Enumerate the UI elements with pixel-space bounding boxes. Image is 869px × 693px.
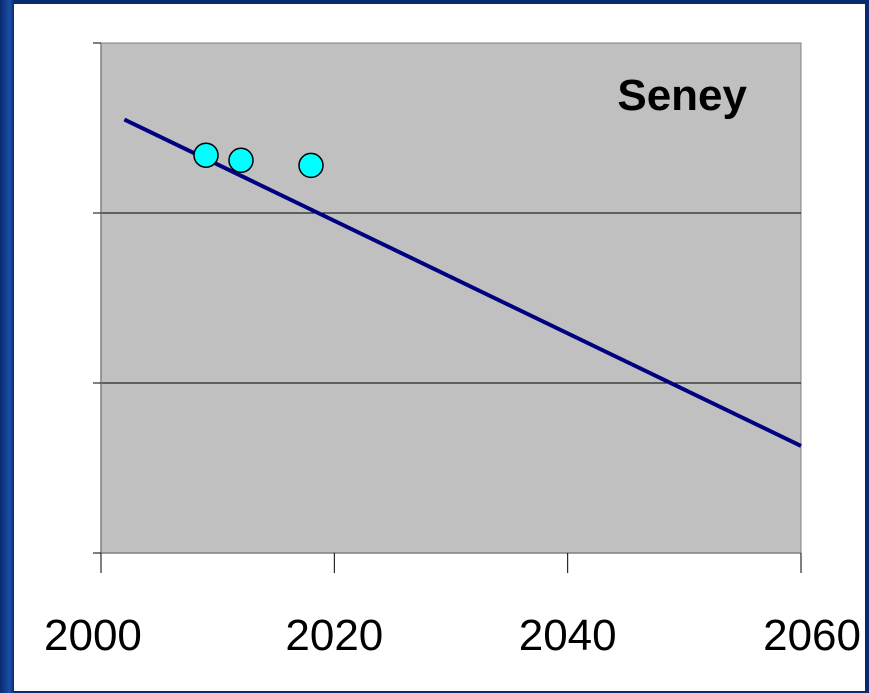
data-point-1 (193, 142, 219, 168)
plot-area (100, 42, 802, 554)
x-tick-label-2060: 2060 (763, 611, 861, 660)
x-tick-labels: 2000 2020 2040 2060 (44, 611, 861, 660)
axes (93, 42, 802, 573)
chart-svg: 2000 2020 2040 2060 Seney (44, 42, 861, 660)
data-point-2 (228, 147, 254, 174)
x-tick-label-2000: 2000 (44, 611, 142, 660)
gridlines (101, 212, 801, 384)
chart-frame: 2000 2020 2040 2060 Seney (14, 4, 865, 691)
series-layer (123, 117, 802, 448)
x-tick-label-2040: 2040 (519, 611, 617, 660)
chart-title: Seney (617, 71, 747, 120)
data-point-3 (298, 152, 324, 179)
trend-line (123, 117, 802, 448)
x-tick-label-2020: 2020 (285, 611, 383, 660)
